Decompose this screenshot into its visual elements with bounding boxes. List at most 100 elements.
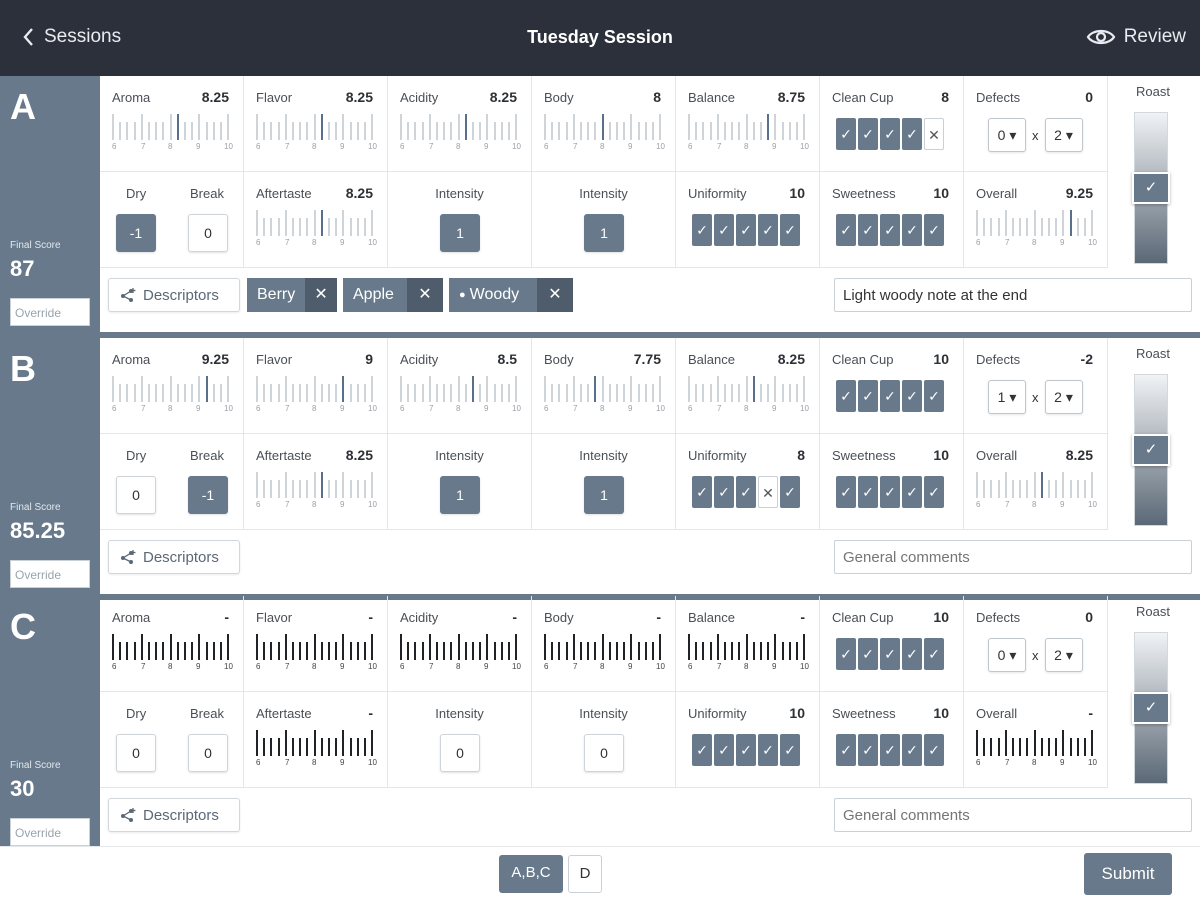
check-icon[interactable]: ✓ (836, 118, 856, 150)
check-icon[interactable]: ✓ (858, 734, 878, 766)
break-value[interactable]: -1 (188, 476, 228, 514)
check-icon[interactable]: ✓ (880, 380, 900, 412)
break-value[interactable]: 0 (188, 734, 228, 772)
flavor-scale[interactable]: 6 7 8 9 10 (256, 114, 378, 154)
body-scale[interactable]: 6 7 8 9 10 (544, 634, 666, 674)
check-icon[interactable]: ✓ (780, 476, 800, 508)
acidity-intensity-value[interactable]: 1 (440, 214, 480, 252)
overall-scale[interactable]: 6 7 8 9 10 (976, 730, 1098, 770)
close-icon[interactable]: ✕ (305, 278, 337, 312)
check-icon[interactable]: ✓ (880, 214, 900, 246)
check-icon[interactable]: ✓ (714, 476, 734, 508)
sample-group-tab-d[interactable]: D (568, 855, 602, 893)
check-icon[interactable]: ✓ (924, 638, 944, 670)
check-icon[interactable]: ✓ (780, 214, 800, 246)
back-button[interactable]: Sessions (20, 26, 121, 48)
dry-value[interactable]: 0 (116, 476, 156, 514)
acidity-scale[interactable]: 6 7 8 9 10 (400, 376, 522, 416)
descriptors-button[interactable]: Descriptors (108, 540, 240, 574)
descriptors-button[interactable]: Descriptors (108, 798, 240, 832)
check-icon[interactable]: ✓ (692, 476, 712, 508)
check-icon[interactable]: ✓ (836, 476, 856, 508)
check-icon[interactable]: ✓ (836, 380, 856, 412)
check-icon[interactable]: ✓ (858, 476, 878, 508)
check-icon[interactable]: ✓ (924, 214, 944, 246)
break-value[interactable]: 0 (188, 214, 228, 252)
check-icon[interactable]: ✓ (836, 638, 856, 670)
check-icon[interactable]: ✓ (858, 118, 878, 150)
check-icon[interactable]: ✓ (880, 118, 900, 150)
check-icon[interactable]: ✓ (880, 638, 900, 670)
check-icon[interactable]: ✓ (902, 214, 922, 246)
check-icon[interactable]: ✓ (924, 380, 944, 412)
body-scale[interactable]: 6 7 8 9 10 (544, 376, 666, 416)
check-icon[interactable]: ✓ (736, 476, 756, 508)
check-icon[interactable]: ✓ (736, 734, 756, 766)
close-icon[interactable]: ✕ (537, 278, 573, 312)
acidity-scale[interactable]: 6 7 8 9 10 (400, 634, 522, 674)
check-icon[interactable]: ✓ (902, 638, 922, 670)
check-icon[interactable]: ✓ (836, 214, 856, 246)
dry-value[interactable]: -1 (116, 214, 156, 252)
check-icon[interactable]: ✓ (858, 638, 878, 670)
roast-slider-handle[interactable]: ✓ (1132, 692, 1170, 724)
submit-button[interactable]: Submit (1084, 853, 1172, 895)
defect-cups-select[interactable]: 0 ▾ (988, 638, 1026, 672)
overall-scale[interactable]: 6 7 8 9 10 (976, 472, 1098, 512)
defect-cups-select[interactable]: 0 ▾ (988, 118, 1026, 152)
body-intensity-value[interactable]: 0 (584, 734, 624, 772)
check-icon[interactable]: ✓ (758, 214, 778, 246)
aroma-scale[interactable]: 6 7 8 9 10 (112, 634, 234, 674)
descriptors-button[interactable]: Descriptors (108, 278, 240, 312)
defect-intensity-select[interactable]: 2 ▾ (1044, 380, 1083, 414)
balance-scale[interactable]: 6 7 8 9 10 (688, 376, 810, 416)
check-icon[interactable]: ✓ (692, 214, 712, 246)
close-icon[interactable]: ✕ (924, 118, 944, 150)
aroma-scale[interactable]: 6 7 8 9 10 (112, 114, 234, 154)
body-scale[interactable]: 6 7 8 9 10 (544, 114, 666, 154)
balance-scale[interactable]: 6 7 8 9 10 (688, 634, 810, 674)
review-button[interactable]: Review (1086, 26, 1186, 48)
descriptor-chip-label[interactable]: ● Woody (449, 278, 537, 312)
body-intensity-value[interactable]: 1 (584, 214, 624, 252)
check-icon[interactable]: ✓ (836, 734, 856, 766)
aroma-scale[interactable]: 6 7 8 9 10 (112, 376, 234, 416)
flavor-scale[interactable]: 6 7 8 9 10 (256, 376, 378, 416)
descriptor-chip-label[interactable]: Berry (247, 278, 306, 312)
check-icon[interactable]: ✓ (924, 476, 944, 508)
comment-input[interactable] (834, 540, 1192, 574)
check-icon[interactable]: ✓ (714, 214, 734, 246)
body-intensity-value[interactable]: 1 (584, 476, 624, 514)
sample-group-tab-abc[interactable]: A,B,C (499, 855, 563, 893)
check-icon[interactable]: ✓ (692, 734, 712, 766)
acidity-intensity-value[interactable]: 0 (440, 734, 480, 772)
overall-scale[interactable]: 6 7 8 9 10 (976, 210, 1098, 250)
override-input[interactable]: Override (10, 818, 90, 846)
override-input[interactable]: Override (10, 298, 90, 326)
defect-intensity-select[interactable]: 2 ▾ (1044, 638, 1083, 672)
acidity-intensity-value[interactable]: 1 (440, 476, 480, 514)
check-icon[interactable]: ✓ (880, 476, 900, 508)
defect-cups-select[interactable]: 1 ▾ (988, 380, 1026, 414)
check-icon[interactable]: ✓ (902, 734, 922, 766)
check-icon[interactable]: ✓ (924, 734, 944, 766)
check-icon[interactable]: ✓ (736, 214, 756, 246)
comment-input[interactable] (834, 278, 1192, 312)
check-icon[interactable]: ✓ (758, 734, 778, 766)
aftertaste-scale[interactable]: 6 7 8 9 10 (256, 730, 378, 770)
roast-slider-handle[interactable]: ✓ (1132, 172, 1170, 204)
flavor-scale[interactable]: 6 7 8 9 10 (256, 634, 378, 674)
aftertaste-scale[interactable]: 6 7 8 9 10 (256, 472, 378, 512)
check-icon[interactable]: ✓ (858, 214, 878, 246)
close-icon[interactable]: ✕ (758, 476, 778, 508)
check-icon[interactable]: ✓ (880, 734, 900, 766)
defect-intensity-select[interactable]: 2 ▾ (1044, 118, 1083, 152)
override-input[interactable]: Override (10, 560, 90, 588)
dry-value[interactable]: 0 (116, 734, 156, 772)
check-icon[interactable]: ✓ (902, 476, 922, 508)
check-icon[interactable]: ✓ (714, 734, 734, 766)
acidity-scale[interactable]: 6 7 8 9 10 (400, 114, 522, 154)
balance-scale[interactable]: 6 7 8 9 10 (688, 114, 810, 154)
check-icon[interactable]: ✓ (780, 734, 800, 766)
check-icon[interactable]: ✓ (902, 118, 922, 150)
